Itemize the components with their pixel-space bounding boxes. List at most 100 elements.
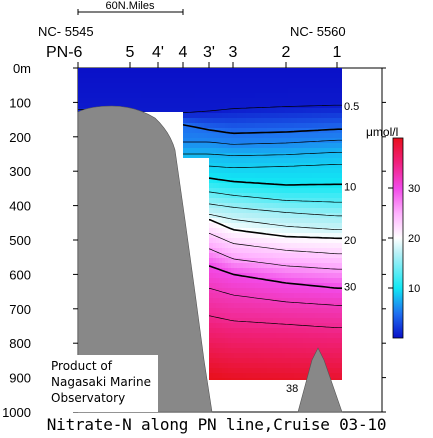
field-cell: [297, 213, 301, 219]
field-cell: [270, 268, 274, 274]
field-cell: [273, 148, 277, 154]
field-cell: [228, 118, 232, 124]
field-cell: [258, 368, 262, 374]
field-cell: [294, 233, 298, 239]
field-cell: [264, 333, 268, 339]
field-cell: [264, 303, 268, 309]
field-cell: [279, 293, 283, 299]
field-cell: [309, 193, 313, 199]
field-cell: [303, 188, 307, 194]
field-cell: [267, 108, 271, 114]
field-cell: [216, 368, 220, 374]
field-cell: [252, 203, 256, 209]
field-cell: [276, 333, 280, 339]
field-cell: [288, 188, 292, 194]
field-cell: [270, 353, 274, 359]
field-cell: [285, 83, 289, 89]
field-cell: [210, 163, 214, 169]
field-cell: [249, 378, 253, 380]
field-cell: [258, 353, 262, 359]
field-cell: [216, 378, 220, 380]
field-cell: [288, 218, 292, 224]
field-cell: [270, 263, 274, 269]
field-cell: [279, 163, 283, 169]
field-cell: [219, 193, 223, 199]
field-cell: [291, 113, 295, 119]
field-cell: [231, 273, 235, 279]
field-cell: [225, 213, 229, 219]
field-cell: [144, 93, 148, 99]
field-cell: [282, 143, 286, 149]
field-cell: [246, 273, 250, 279]
field-cell: [216, 168, 220, 174]
field-cell: [285, 108, 289, 114]
field-cell: [96, 88, 100, 94]
field-cell: [285, 308, 289, 314]
field-cell: [261, 233, 265, 239]
field-cell: [198, 73, 202, 79]
field-cell: [189, 118, 193, 124]
field-cell: [276, 83, 280, 89]
field-cell: [240, 283, 244, 289]
field-cell: [309, 343, 313, 349]
field-cell: [261, 343, 265, 349]
field-cell: [234, 263, 238, 269]
field-cell: [225, 288, 229, 294]
field-cell: [246, 128, 250, 134]
field-cell: [309, 258, 313, 264]
field-cell: [222, 183, 226, 189]
field-cell: [78, 103, 82, 109]
field-cell: [162, 108, 166, 114]
field-cell: [246, 288, 250, 294]
field-cell: [240, 258, 244, 264]
field-cell: [156, 103, 160, 109]
field-cell: [309, 208, 313, 214]
field-cell: [219, 373, 223, 379]
field-cell: [99, 83, 103, 89]
field-cell: [252, 83, 256, 89]
field-cell: [165, 68, 169, 74]
field-cell: [288, 318, 292, 324]
field-cell: [282, 323, 286, 329]
field-cell: [249, 163, 253, 169]
field-cell: [255, 253, 259, 259]
field-cell: [231, 198, 235, 204]
field-cell: [99, 78, 103, 84]
field-cell: [270, 178, 274, 184]
field-cell: [123, 68, 127, 74]
field-cell: [102, 68, 106, 74]
field-cell: [312, 263, 316, 269]
field-cell: [216, 228, 220, 234]
field-cell: [222, 218, 226, 224]
field-cell: [204, 103, 208, 109]
field-cell: [159, 108, 163, 114]
field-cell: [252, 98, 256, 104]
field-cell: [255, 268, 259, 274]
field-cell: [195, 113, 199, 119]
field-cell: [186, 153, 190, 159]
field-cell: [246, 268, 250, 274]
field-cell: [210, 353, 214, 359]
field-cell: [282, 313, 286, 319]
field-cell: [255, 358, 259, 364]
field-cell: [282, 173, 286, 179]
field-cell: [267, 353, 271, 359]
field-cell: [117, 78, 121, 84]
field-cell: [264, 363, 268, 369]
field-cell: [237, 173, 241, 179]
field-cell: [117, 73, 121, 79]
field-cell: [288, 283, 292, 289]
field-cell: [153, 83, 157, 89]
field-cell: [255, 303, 259, 309]
field-cell: [279, 243, 283, 249]
field-cell: [117, 103, 121, 109]
field-cell: [237, 368, 241, 374]
field-cell: [225, 133, 229, 139]
field-cell: [78, 88, 82, 94]
field-cell: [219, 133, 223, 139]
field-cell: [258, 173, 262, 179]
field-cell: [267, 213, 271, 219]
field-cell: [297, 218, 301, 224]
field-cell: [279, 128, 283, 134]
field-cell: [213, 258, 217, 264]
